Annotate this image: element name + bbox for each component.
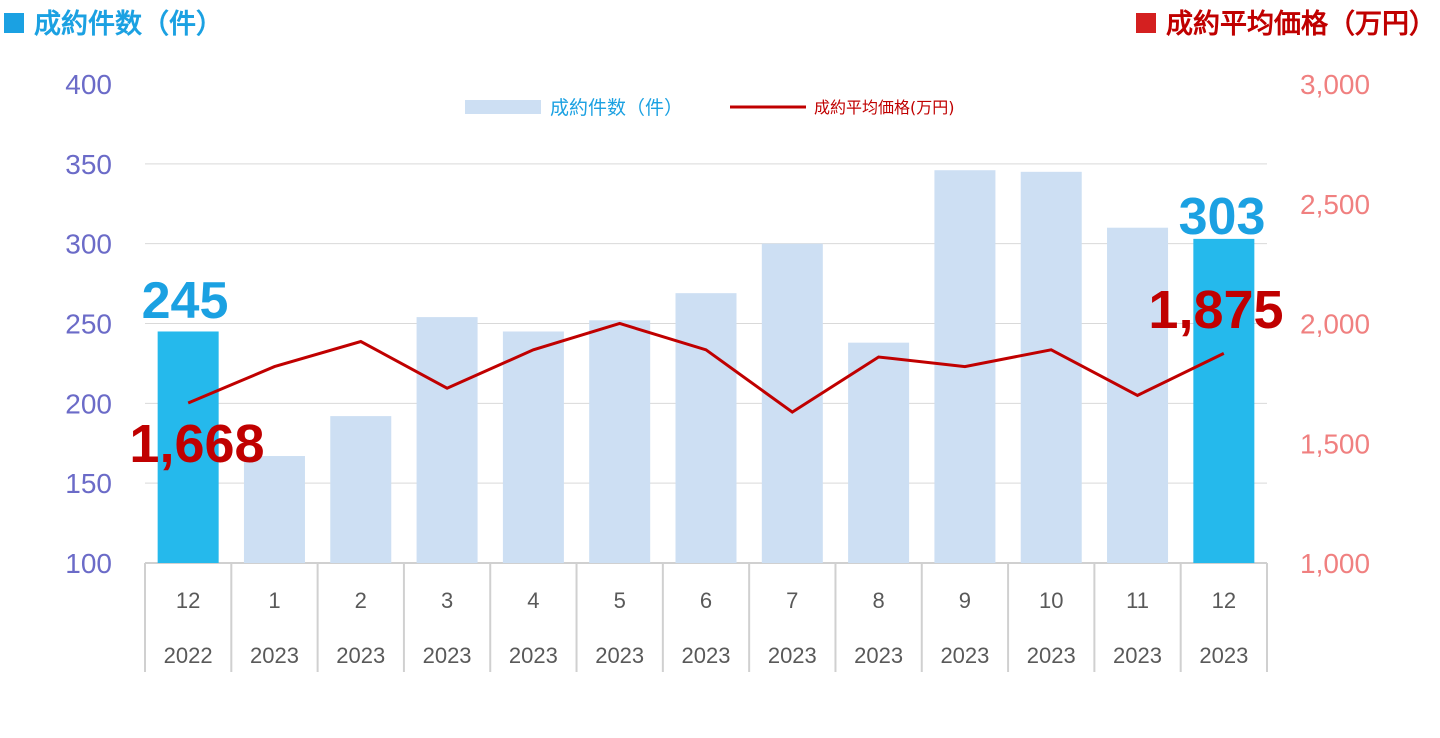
category-year-label: 2023 bbox=[1027, 643, 1076, 668]
left-tick-label: 300 bbox=[65, 229, 112, 260]
left-tick-label: 150 bbox=[65, 468, 112, 499]
category-month-label: 4 bbox=[527, 588, 539, 613]
axis-ticks: 100 150 200 250 300 350 400 1,000 1,500 2,000 2,50… bbox=[65, 69, 1370, 579]
category-year-label: 2023 bbox=[768, 643, 817, 668]
label-bar-last: 303 bbox=[1179, 188, 1266, 246]
category-year-label: 2023 bbox=[595, 643, 644, 668]
category-year-label: 2023 bbox=[336, 643, 385, 668]
bar-3 bbox=[416, 317, 478, 563]
category-month-label: 10 bbox=[1039, 588, 1063, 613]
category-month-label: 6 bbox=[700, 588, 712, 613]
category-month-label: 8 bbox=[872, 588, 884, 613]
category-month-label: 1 bbox=[268, 588, 280, 613]
legend-bar-swatch bbox=[465, 100, 541, 114]
left-tick-label: 400 bbox=[65, 69, 112, 100]
legend-bar-label: 成約件数（件） bbox=[550, 97, 683, 119]
bar-10 bbox=[1020, 171, 1082, 564]
bar-1 bbox=[243, 456, 305, 563]
category-month-label: 12 bbox=[176, 588, 200, 613]
bar-5 bbox=[589, 320, 651, 563]
category-month-label: 11 bbox=[1126, 588, 1149, 613]
category-year-label: 2023 bbox=[682, 643, 731, 668]
category-month-label: 7 bbox=[786, 588, 798, 613]
category-year-label: 2023 bbox=[1113, 643, 1162, 668]
bar-7 bbox=[761, 243, 823, 563]
left-tick-label: 200 bbox=[65, 388, 112, 419]
label-bar-first: 245 bbox=[142, 272, 229, 330]
right-tick-label: 3,000 bbox=[1300, 69, 1370, 100]
right-tick-label: 2,500 bbox=[1300, 189, 1370, 220]
category-year-label: 2023 bbox=[509, 643, 558, 668]
left-tick-label: 100 bbox=[65, 548, 112, 579]
right-axis-header: 成約平均価格（万円） bbox=[1136, 2, 1436, 41]
left-header-square-icon bbox=[4, 12, 24, 33]
left-tick-label: 250 bbox=[65, 309, 112, 340]
data-labels: 245 303 1,668 1,875 bbox=[129, 188, 1283, 474]
category-year-label: 2023 bbox=[1199, 643, 1248, 668]
left-axis-header-text: 成約件数（件） bbox=[34, 9, 223, 40]
category-year-label: 2023 bbox=[854, 643, 903, 668]
label-line-first: 1,668 bbox=[129, 414, 264, 474]
left-tick-label: 350 bbox=[65, 149, 112, 180]
category-year-label: 2023 bbox=[940, 643, 989, 668]
category-month-label: 5 bbox=[614, 588, 626, 613]
right-tick-label: 1,500 bbox=[1300, 428, 1370, 459]
bar-0 bbox=[157, 331, 219, 563]
category-month-label: 12 bbox=[1212, 588, 1236, 613]
label-line-last: 1,875 bbox=[1148, 280, 1283, 340]
legend-line-label: 成約平均価格(万円) bbox=[814, 98, 955, 117]
right-axis-header-text: 成約平均価格（万円） bbox=[1166, 9, 1436, 40]
legend: 成約件数（件） 成約平均価格(万円) bbox=[465, 97, 955, 119]
category-month-label: 2 bbox=[355, 588, 367, 613]
left-axis-header: 成約件数（件） bbox=[4, 2, 223, 41]
line-series bbox=[187, 321, 1225, 414]
category-labels: 12 2022 1 2023 2 2023 3 2023 4 2023 5 2023 6 2023 7 202… bbox=[164, 588, 1249, 668]
right-tick-label: 2,000 bbox=[1300, 309, 1370, 340]
bar-series bbox=[157, 170, 1255, 564]
category-month-label: 9 bbox=[959, 588, 971, 613]
bar-6 bbox=[675, 293, 737, 563]
right-header-square-icon bbox=[1136, 12, 1156, 33]
category-year-label: 2023 bbox=[423, 643, 472, 668]
category-month-label: 3 bbox=[441, 588, 453, 613]
bar-12 bbox=[1193, 238, 1255, 564]
bar-2 bbox=[330, 416, 392, 563]
category-year-label: 2023 bbox=[250, 643, 299, 668]
bar-4 bbox=[502, 331, 564, 563]
right-tick-label: 1,000 bbox=[1300, 548, 1370, 579]
bar-8 bbox=[848, 342, 910, 563]
category-year-label: 2022 bbox=[164, 643, 213, 668]
